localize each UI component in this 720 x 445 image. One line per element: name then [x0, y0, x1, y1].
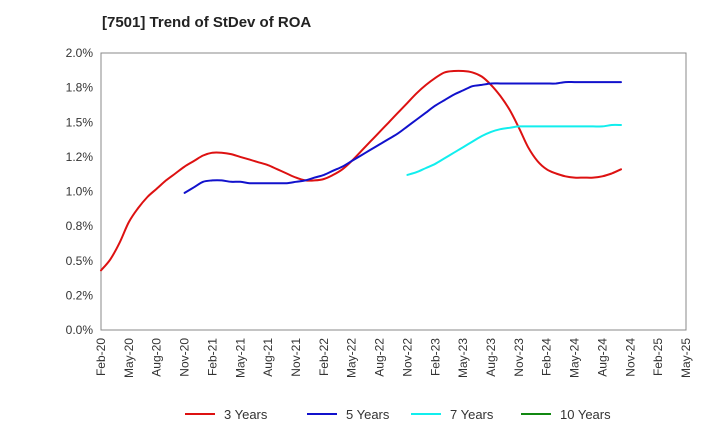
y-axis: 0.0% 0.2% 0.5% 0.8% 1.0% 1.2% 1.5% 1.8% 2.0%	[66, 46, 94, 337]
x-tick-label: Aug-20	[150, 338, 164, 377]
x-tick-label: Nov-23	[512, 338, 526, 377]
series-lines	[100, 69, 622, 272]
y-tick-label: 0.2%	[66, 288, 94, 302]
y-tick-label: 0.0%	[66, 323, 94, 337]
plot-border	[100, 52, 687, 331]
x-tick-label: Feb-22	[317, 338, 331, 376]
x-tick-label: May-21	[233, 338, 247, 378]
x-tick-label: Feb-23	[428, 338, 442, 376]
x-tick-label: Feb-20	[94, 338, 108, 376]
x-tick-label: May-20	[122, 338, 136, 378]
x-tick-label: Nov-22	[400, 338, 414, 377]
legend-label-10-years: 10 Years	[560, 407, 611, 422]
x-tick-label: May-23	[456, 338, 470, 378]
legend-label-3-years: 3 Years	[224, 407, 268, 422]
x-tick-label: May-25	[679, 338, 693, 378]
series-line-5-years	[183, 81, 622, 194]
y-tick-label: 1.8%	[66, 81, 94, 95]
x-tick-label: Nov-20	[178, 338, 192, 377]
y-tick-label: 1.2%	[66, 150, 94, 164]
x-tick-label: Aug-23	[484, 338, 498, 377]
x-tick-label: Aug-21	[261, 338, 275, 377]
x-tick-label: Feb-25	[651, 338, 665, 376]
x-tick-label: Nov-24	[623, 338, 637, 377]
x-tick-label: May-22	[345, 338, 359, 378]
y-tick-label: 0.5%	[66, 254, 94, 268]
x-tick-label: Aug-24	[595, 338, 609, 377]
plot-area	[101, 53, 686, 330]
plot-frame	[100, 52, 687, 331]
x-axis: Feb-20 May-20 Aug-20 Nov-20 Feb-21 May-21 Aug-…	[94, 338, 693, 378]
legend-label-5-years: 5 Years	[346, 407, 390, 422]
x-tick-label: May-24	[568, 338, 582, 378]
x-tick-label: Feb-21	[205, 338, 219, 376]
series-line-3-years	[100, 69, 622, 272]
legend: 3 Years 5 Years 7 Years 10 Years	[185, 407, 611, 422]
x-tick-label: Nov-21	[289, 338, 303, 377]
y-tick-label: 2.0%	[66, 46, 94, 60]
y-tick-label: 1.5%	[66, 115, 94, 129]
series-line-7-years	[406, 123, 622, 176]
x-tick-label: Aug-22	[373, 338, 387, 377]
x-tick-label: Feb-24	[540, 338, 554, 376]
y-tick-label: 0.8%	[66, 219, 94, 233]
legend-label-7-years: 7 Years	[450, 407, 494, 422]
y-tick-label: 1.0%	[66, 185, 94, 199]
chart-title: [7501] Trend of StDev of ROA	[102, 14, 312, 31]
